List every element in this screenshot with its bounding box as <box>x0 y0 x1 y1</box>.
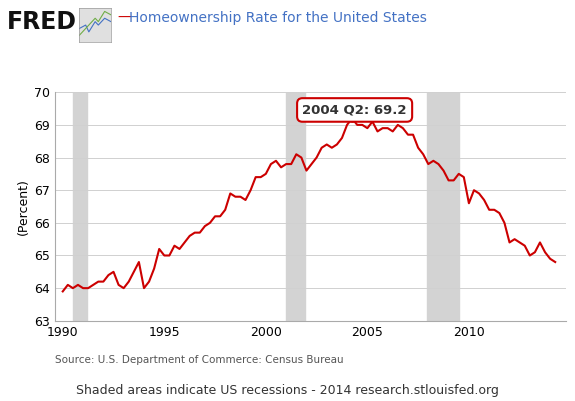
Bar <box>73 92 86 321</box>
Text: Shaded areas indicate US recessions - 2014 research.stlouisfed.org: Shaded areas indicate US recessions - 20… <box>76 384 499 397</box>
Text: Source: U.S. Department of Commerce: Census Bureau: Source: U.S. Department of Commerce: Cen… <box>55 355 343 365</box>
Bar <box>286 92 305 321</box>
Bar <box>427 92 459 321</box>
Text: —: — <box>118 11 132 25</box>
Text: Homeownership Rate for the United States: Homeownership Rate for the United States <box>129 11 427 25</box>
Text: FRED: FRED <box>7 10 77 34</box>
Y-axis label: (Percent): (Percent) <box>17 178 29 235</box>
Text: 2004 Q2: 69.2: 2004 Q2: 69.2 <box>302 103 407 116</box>
